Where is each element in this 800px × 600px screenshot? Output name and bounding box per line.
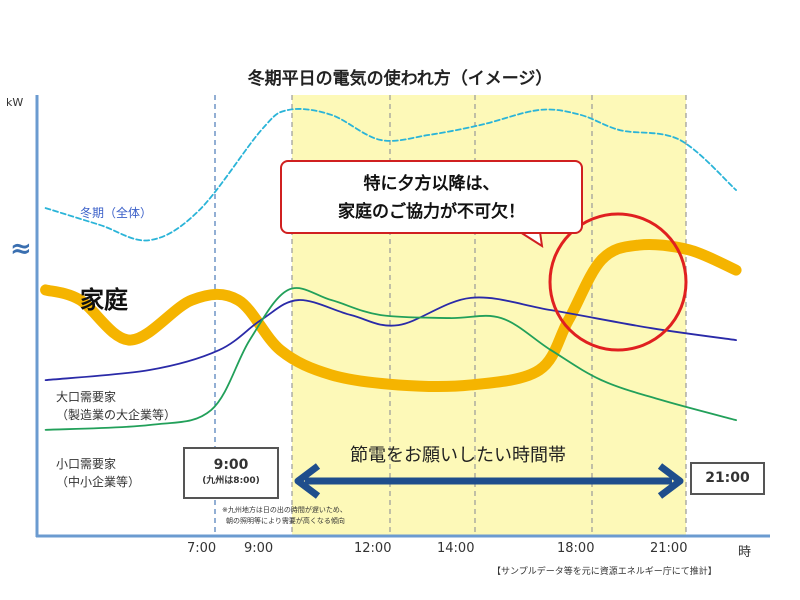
y-axis-label: kW bbox=[6, 96, 24, 109]
x-axis-label: 時 bbox=[738, 545, 752, 560]
series-label-small-1: 小口需要家 bbox=[56, 457, 117, 471]
end-time: 21:00 bbox=[705, 470, 750, 486]
arrow-left-head bbox=[294, 463, 321, 499]
x-tick-label: 12:00 bbox=[354, 541, 392, 556]
start-time: 9:00 bbox=[213, 457, 249, 473]
chart-title: 冬期平日の電気の使われ方（イメージ） bbox=[247, 69, 553, 89]
series-label-winter: 冬期（全体） bbox=[80, 206, 153, 220]
band-label: 節電をお願いしたい時間帯 bbox=[350, 445, 566, 466]
footnote-1: ※九州地方は日の出の時間が遅いため、 bbox=[222, 506, 347, 514]
x-tick-label: 7:00 bbox=[187, 541, 217, 556]
series-label-large-2: （製造業の大企業等） bbox=[56, 408, 177, 422]
series-household bbox=[40, 238, 742, 393]
series-small-customers bbox=[44, 287, 737, 431]
series-label-household: 家庭 bbox=[80, 286, 128, 314]
source-note: 【サンプルデータ等を元に資源エネルギー庁にて推計】 bbox=[492, 567, 717, 577]
series-large-customers bbox=[44, 296, 737, 382]
callout-line-2: 家庭のご協力が不可欠！ bbox=[338, 202, 525, 222]
series-label-small-2: （中小企業等） bbox=[56, 475, 141, 489]
callout-line-1: 特に夕方以降は、 bbox=[363, 174, 500, 194]
series-winter-total bbox=[44, 108, 737, 242]
start-time-box: 9:00 (九州は8:00) bbox=[183, 447, 279, 499]
arrow-right-head bbox=[657, 463, 684, 499]
highlight-circle bbox=[548, 212, 688, 352]
x-tick-label: 14:00 bbox=[437, 541, 475, 556]
series-label-large-1: 大口需要家 bbox=[56, 390, 117, 404]
axis-break-symbol: ≈ bbox=[10, 234, 32, 264]
callout-box: 特に夕方以降は、 家庭のご協力が不可欠！ bbox=[280, 160, 583, 234]
footnote-2: 朝の照明等により需要が高くなる傾向 bbox=[226, 517, 345, 525]
end-time-box: 21:00 bbox=[690, 462, 765, 495]
x-tick-label: 21:00 bbox=[650, 541, 688, 556]
start-time-note: (九州は8:00) bbox=[202, 476, 260, 486]
x-tick-label: 18:00 bbox=[557, 541, 595, 556]
x-tick-label: 9:00 bbox=[244, 541, 274, 556]
